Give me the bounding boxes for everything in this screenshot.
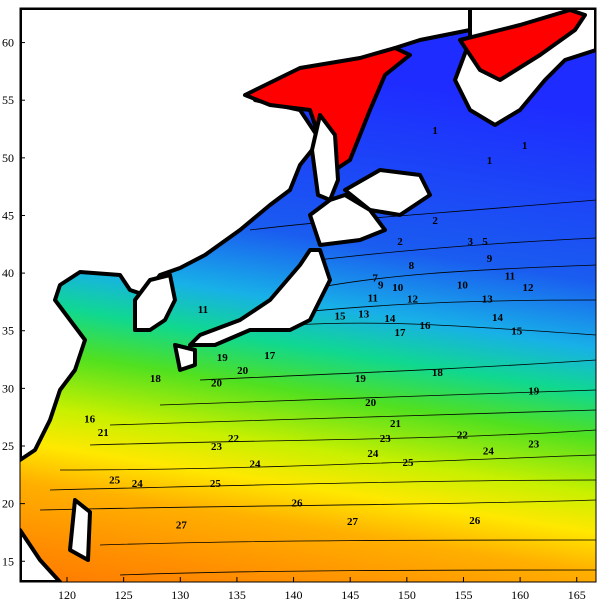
contour-label: 5 <box>482 236 488 248</box>
contour-label: 7 <box>372 273 378 285</box>
contour-label: 12 <box>407 293 419 305</box>
y-tick-label: 45 <box>2 208 14 222</box>
contour-label: 3 <box>468 236 474 248</box>
contour-label: 27 <box>176 519 188 531</box>
contour-label: 11 <box>505 270 515 282</box>
contour-label: 25 <box>402 457 414 469</box>
x-tick-label: 150 <box>398 588 416 602</box>
contour-label: 24 <box>367 448 379 460</box>
contour-label: 9 <box>378 280 384 292</box>
contour-label: 20 <box>365 397 377 409</box>
contour-label: 13 <box>358 308 370 320</box>
contour-label: 14 <box>492 312 504 324</box>
contour-label: 19 <box>528 386 540 398</box>
contour-label: 26 <box>291 497 303 509</box>
x-tick-label: 130 <box>171 588 189 602</box>
contour-label: 19 <box>217 352 229 364</box>
contour-label: 1 <box>522 140 528 152</box>
contour-label: 23 <box>380 433 392 445</box>
contour-label: 18 <box>432 367 444 379</box>
contour-label: 27 <box>347 516 359 528</box>
contour-label: 25 <box>109 474 121 486</box>
hokkaido <box>308 193 387 247</box>
y-tick-label: 40 <box>2 266 14 280</box>
x-tick-label: 135 <box>228 588 246 602</box>
contour-label: 18 <box>150 373 162 385</box>
y-tick-label: 15 <box>2 554 14 568</box>
y-tick-label: 35 <box>2 324 14 338</box>
land <box>20 8 596 582</box>
contour-label: 10 <box>457 280 469 292</box>
ice-kamchatka <box>458 8 587 82</box>
contour-label: 23 <box>211 441 223 453</box>
contour-label: 9 <box>487 253 493 265</box>
y-tick-label: 20 <box>2 497 14 511</box>
y-tick-label: 55 <box>2 93 14 107</box>
x-tick-label: 140 <box>285 588 303 602</box>
honshu <box>188 248 332 347</box>
map-field <box>20 8 596 582</box>
x-tick-label: 125 <box>115 588 133 602</box>
contour-label: 15 <box>335 311 347 323</box>
x-tick-label: 155 <box>454 588 472 602</box>
contour-label: 11 <box>198 304 208 316</box>
plot-frame <box>19 7 597 583</box>
y-tick-label: 60 <box>2 36 14 50</box>
x-tick-label: 165 <box>568 588 586 602</box>
korea <box>133 273 177 332</box>
contour-label: 12 <box>523 282 535 294</box>
contour-label: 20 <box>237 365 249 377</box>
contour-label: 17 <box>264 350 276 362</box>
x-tick-label: 120 <box>58 588 76 602</box>
contour-label: 21 <box>390 418 401 430</box>
contour-label: 1 <box>487 155 493 167</box>
contour-label: 13 <box>482 293 494 305</box>
contour-label: 22 <box>457 429 469 441</box>
contour-label: 16 <box>419 320 431 332</box>
contour-label: 15 <box>511 326 523 338</box>
luzon <box>20 528 62 582</box>
x-tick-label: 145 <box>341 588 359 602</box>
taiwan <box>68 498 92 562</box>
contour-label: 2 <box>397 236 403 248</box>
isotherms <box>39 199 596 576</box>
contour-label: 2 <box>432 215 438 227</box>
contour-label: 16 <box>84 413 96 425</box>
contour-label: 1 <box>432 125 438 137</box>
contour-label: 8 <box>409 260 415 272</box>
contour-label: 14 <box>384 313 396 325</box>
y-tick-label: 30 <box>2 381 14 395</box>
kyushu <box>173 343 197 372</box>
contour-label: 22 <box>228 433 240 445</box>
contour-label: 24 <box>132 478 144 490</box>
contour-label: 26 <box>469 515 481 527</box>
contour-label: 20 <box>211 378 223 390</box>
y-tick-label: 50 <box>2 151 14 165</box>
y-tick-label: 25 <box>2 439 14 453</box>
contour-label: 25 <box>210 478 222 490</box>
contour-label: 11 <box>368 292 378 304</box>
contour-label: 24 <box>250 458 262 470</box>
contour-label: 21 <box>98 427 109 439</box>
contour-label: 17 <box>395 327 407 339</box>
contour-label: 23 <box>528 439 540 451</box>
contour-label: 10 <box>392 282 404 294</box>
contour-label: 24 <box>483 446 495 458</box>
ice-okhotsk <box>243 46 412 172</box>
contour-label: 19 <box>355 373 367 385</box>
x-tick-label: 160 <box>511 588 529 602</box>
